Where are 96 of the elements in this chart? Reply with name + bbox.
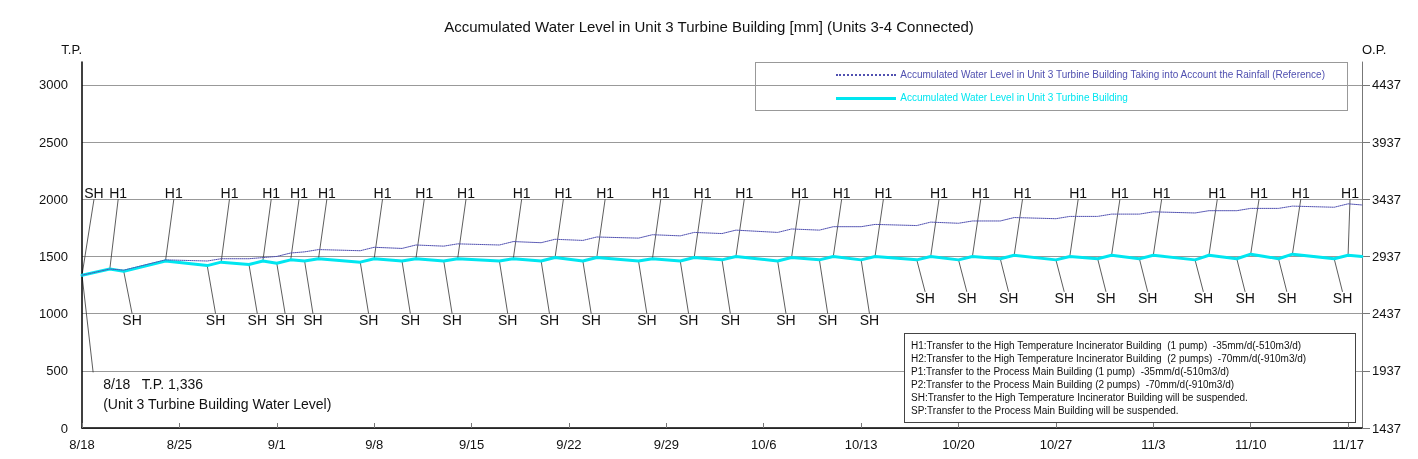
annotation: SH	[581, 311, 601, 328]
y2-tick-label: 2437	[1372, 306, 1401, 322]
x-tick-label: 9/15	[458, 437, 485, 452]
annotation: SH	[720, 311, 741, 328]
annotation: SH	[915, 289, 935, 306]
annotation: H1	[415, 185, 434, 202]
y-tick-label: 3000	[39, 77, 68, 93]
x-tick-label: 9/1	[267, 437, 286, 452]
annotation: 8/18 T.P. 1,336 (Unit 3 Turbine Building Water Level)	[103, 376, 332, 413]
x-tick-label: 11/10	[1234, 437, 1267, 452]
annotation: H1	[457, 185, 476, 202]
annotation: H1	[596, 185, 615, 202]
annotation: SH:Transfer to the High Temperature Incinerator Building will be suspended.	[911, 391, 1249, 404]
annotation: SH	[539, 311, 560, 328]
y-tick-label: 2000	[39, 191, 68, 207]
annotation: SH	[957, 289, 977, 306]
x-tick-label: 9/8	[365, 437, 384, 452]
annotation: SH	[84, 185, 104, 202]
annotation: H1	[1013, 185, 1032, 202]
annotation: H1	[164, 185, 183, 202]
annotation: SH	[1277, 289, 1297, 306]
x-tick-label: 11/17	[1332, 437, 1364, 452]
annotation: H1	[651, 185, 670, 202]
annotation: P2:Transfer to the Process Main Building (2 pumps) -70mm/d(-910m3/d)	[911, 378, 1236, 391]
annotation: H1	[1341, 185, 1360, 202]
x-tick-label: 10/27	[1039, 437, 1073, 452]
annotation: SH	[998, 289, 1019, 306]
annotation: H1	[1152, 185, 1171, 202]
x-tick-label: 9/29	[653, 437, 679, 452]
annotation: H2:Transfer to the High Temperature Incinerator Building (2 pumps) -70mm/d(-910m3/d)	[911, 352, 1308, 365]
chart-title: Accumulated Water Level in Unit 3 Turbine Building [mm] (Units 3-4 Connected)	[444, 18, 974, 35]
annotation: H1	[1110, 185, 1130, 202]
annotation: SP:Transfer to the Process Main Building will be suspended.	[911, 404, 1180, 417]
x-tick-label: 11/3	[1141, 437, 1166, 452]
x-tick-label: 10/20	[942, 437, 975, 452]
x-tick-label: 9/22	[556, 437, 582, 452]
annotation: P1:Transfer to the Process Main Building (1 pump) -35mm/d(-510m3/d)	[911, 365, 1231, 378]
annotation: H1:Transfer to the High Temperature Incinerator Building (1 pump) -35mm/d(-510m3/d)	[911, 339, 1303, 352]
annotation: H1	[971, 185, 990, 202]
text: Accumulated Water Level in Unit 3 Turbine Building Taking into Account the Rainfall (Reference)	[900, 69, 1325, 81]
annotation: SH	[1096, 289, 1116, 306]
y-axis-title: T.P.	[61, 42, 82, 57]
annotation: H1	[790, 185, 810, 202]
annotation: SH	[275, 311, 295, 328]
y2-tick-label: 1437	[1372, 420, 1401, 436]
x-tick-label: 8/25	[166, 437, 193, 452]
annotation: SH	[400, 311, 421, 328]
annotation: H1	[874, 185, 893, 202]
annotation: SH	[498, 311, 518, 328]
annotation: H1	[930, 185, 949, 202]
annotation: H1	[109, 185, 128, 202]
annotation: SH	[442, 311, 462, 328]
annotation: SH	[205, 311, 226, 328]
y-tick-label: 1500	[39, 248, 68, 264]
annotation: SH	[122, 311, 142, 328]
x-tick-label: 10/13	[844, 437, 878, 452]
annotation: H1	[1291, 185, 1310, 202]
annotation: H1	[832, 185, 851, 202]
y-tick-label: 2500	[39, 134, 68, 150]
annotation: H1	[693, 185, 712, 202]
annotation: SH	[818, 311, 838, 328]
annotation: H1	[262, 185, 281, 202]
annotation: H1	[1069, 185, 1088, 202]
x-tick-label: 8/18	[69, 437, 95, 452]
annotation: SH	[1332, 289, 1353, 306]
y2-tick-label: 1937	[1372, 363, 1401, 379]
annotation: SH	[1138, 289, 1158, 306]
annotation: SH	[1193, 289, 1214, 306]
text: Accumulated Water Level in Unit 3 Turbine Building	[900, 92, 1128, 104]
y2-tick-label: 3937	[1372, 134, 1401, 150]
x-tick-label: 10/6	[751, 437, 777, 452]
y2-tick-label: 4437	[1372, 77, 1401, 93]
annotation: SH	[1054, 289, 1074, 306]
annotation: H1	[290, 185, 309, 202]
annotation: SH	[859, 311, 880, 328]
y-tick-label: 500	[46, 363, 68, 379]
y-tick-label: 0	[60, 420, 68, 436]
y2-tick-label: 3437	[1372, 191, 1401, 207]
annotation: SH	[247, 311, 268, 328]
annotation: SH	[637, 311, 657, 328]
annotation: H1	[735, 185, 754, 202]
annotation: H1	[1250, 185, 1269, 202]
annotation: H1	[220, 185, 239, 202]
annotation: H1	[512, 185, 531, 202]
y2-axis-title: O.P.	[1362, 42, 1387, 57]
annotation: H1	[1208, 185, 1227, 202]
annotation: SH	[1235, 289, 1255, 306]
annotation: H1	[317, 185, 337, 202]
y-tick-label: 1000	[39, 306, 68, 322]
annotation: SH	[303, 311, 323, 328]
annotation: H1	[373, 185, 392, 202]
annotation: H1	[554, 185, 573, 202]
annotation: SH	[776, 311, 796, 328]
y2-tick-label: 2937	[1372, 248, 1401, 264]
annotation: SH	[678, 311, 699, 328]
annotation: SH	[358, 311, 379, 328]
